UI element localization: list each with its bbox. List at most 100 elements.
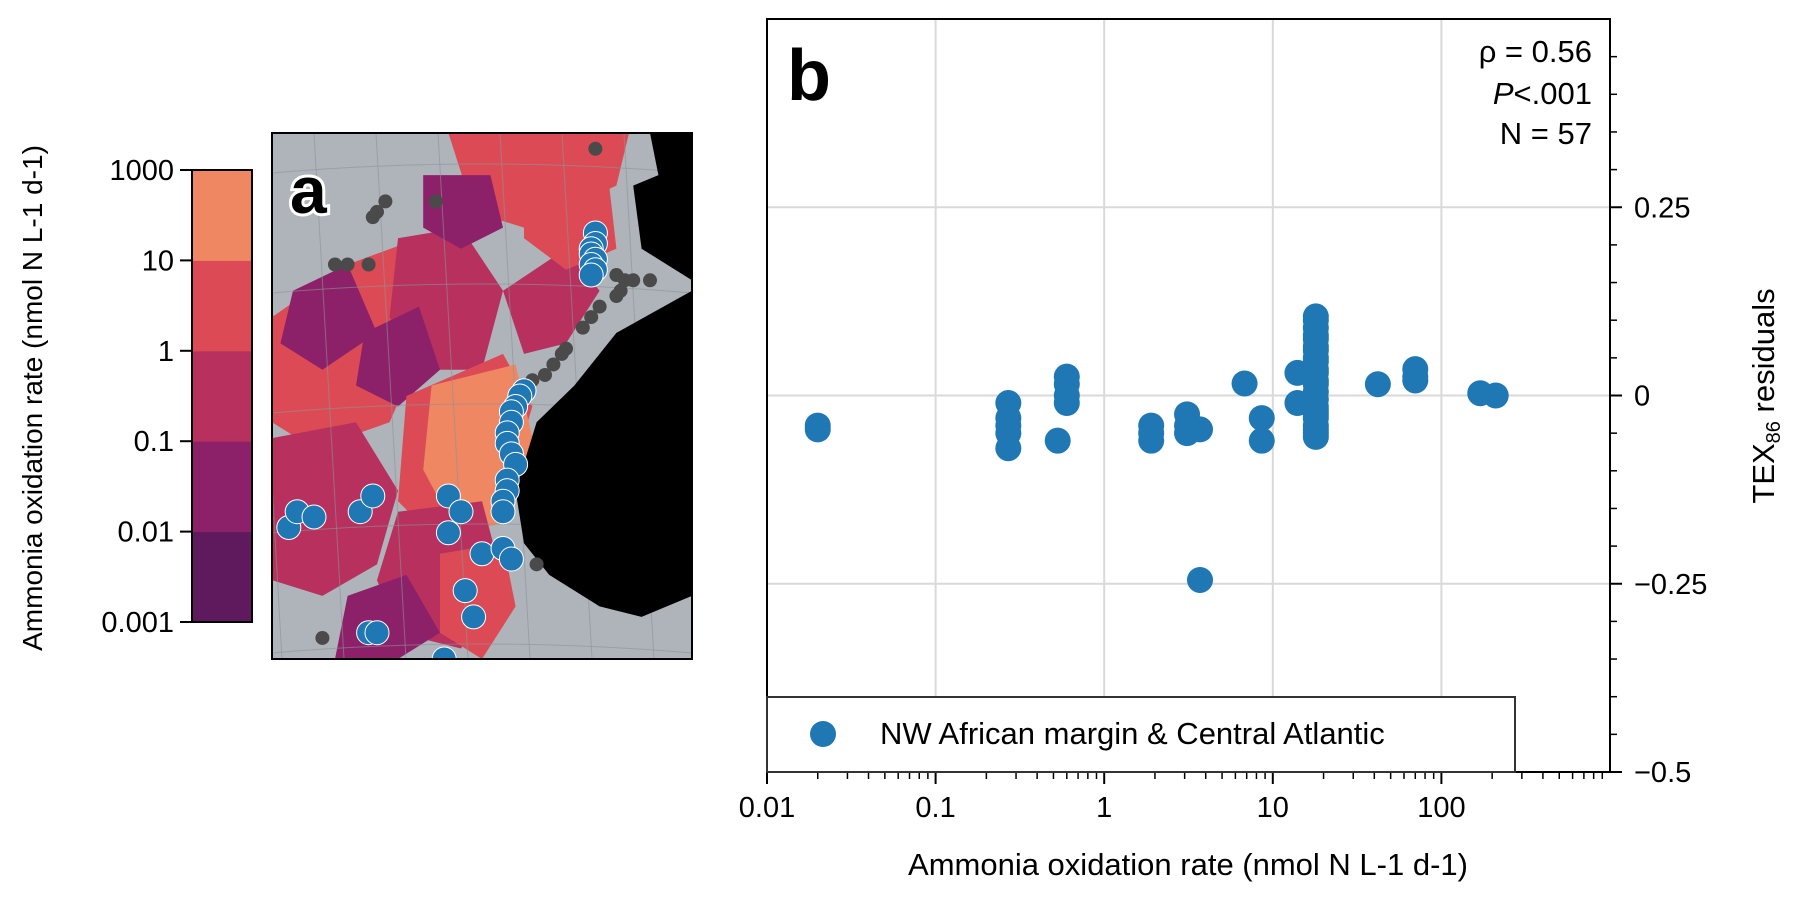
colorbar: 1000 10 1 0.1 0.01 0.001 bbox=[101, 155, 253, 639]
panel-b-label: b bbox=[787, 36, 831, 116]
stat-n: N = 57 bbox=[1500, 116, 1592, 151]
blue-station bbox=[448, 499, 474, 525]
gray-station bbox=[428, 194, 443, 209]
x-tick-label: 100 bbox=[1417, 792, 1465, 824]
blue-station bbox=[452, 578, 478, 604]
map-meridian bbox=[375, 133, 407, 659]
y-axis-label: TEX86 residuals bbox=[1746, 288, 1785, 503]
data-point bbox=[1186, 416, 1213, 443]
y-tick-label: 0.25 bbox=[1634, 192, 1690, 224]
blue-station bbox=[301, 504, 327, 530]
data-point bbox=[1302, 423, 1329, 450]
gray-station bbox=[643, 273, 657, 288]
colorbar-bin bbox=[192, 260, 252, 352]
gray-station bbox=[365, 210, 380, 225]
land-corner bbox=[633, 133, 692, 281]
x-tick-label: 0.1 bbox=[915, 792, 955, 824]
gray-station bbox=[626, 273, 641, 288]
map-meridian bbox=[313, 133, 345, 659]
blue-stations bbox=[276, 220, 608, 659]
map-parallel bbox=[272, 283, 692, 294]
data-point bbox=[1044, 427, 1071, 454]
x-axis: 0.01 0.1 1 10 100 bbox=[739, 772, 1604, 824]
colorbar-bin bbox=[192, 531, 252, 623]
colorbar-tick-label: 0.01 bbox=[118, 517, 174, 549]
legend-label: NW African margin & Central Atlantic bbox=[880, 716, 1385, 751]
y-tick-label: −0.25 bbox=[1634, 569, 1707, 601]
gray-station bbox=[546, 357, 561, 372]
gray-station bbox=[315, 630, 330, 645]
panel-a-label: a bbox=[290, 153, 328, 227]
map-parallel bbox=[272, 643, 692, 654]
colorbar-bin bbox=[192, 170, 252, 261]
x-tick-label: 0.01 bbox=[739, 792, 795, 824]
map-meridian bbox=[272, 474, 283, 659]
colorbar-frame bbox=[191, 169, 253, 623]
colorbar-tick-label: 0.001 bbox=[101, 607, 174, 639]
x-tick-label: 1 bbox=[1096, 792, 1112, 824]
blue-station bbox=[431, 646, 457, 659]
scatter-points bbox=[804, 303, 1509, 593]
panel-a: 1000 10 1 0.1 0.01 0.001 Ammonia oxidation ra… bbox=[17, 132, 693, 660]
stat-rho: ρ = 0.56 bbox=[1479, 34, 1592, 69]
gray-station bbox=[554, 346, 569, 361]
blue-station bbox=[490, 499, 516, 525]
legend: NW African margin & Central Atlantic bbox=[766, 696, 1516, 773]
legend-marker bbox=[810, 721, 836, 747]
data-point bbox=[995, 435, 1022, 462]
x-tick-label: 10 bbox=[1257, 792, 1289, 824]
data-point bbox=[1248, 405, 1275, 432]
stat-p: P<.001 bbox=[1493, 76, 1592, 111]
gray-station bbox=[584, 310, 599, 325]
gray-station bbox=[378, 194, 393, 209]
colorbar-tick-label: 1 bbox=[158, 336, 174, 368]
rate-cell bbox=[440, 543, 516, 659]
blue-station bbox=[364, 620, 390, 646]
data-point bbox=[1186, 566, 1213, 593]
colorbar-label: Ammonia oxidation rate (nmol N L-1 d-1) bbox=[17, 145, 48, 651]
gray-station bbox=[529, 557, 544, 572]
gray-station bbox=[538, 367, 552, 382]
colorbar-tick-label: 0.1 bbox=[134, 426, 174, 458]
data-point bbox=[1053, 390, 1080, 417]
stats-annotation: ρ = 0.56 P<.001 N = 57 bbox=[1479, 34, 1592, 151]
africa-land bbox=[515, 290, 692, 617]
y-axis: 0.25 0 −0.25 −0.5 bbox=[1610, 55, 1707, 789]
gray-station bbox=[588, 141, 603, 156]
colorbar-tick-label: 1000 bbox=[109, 155, 174, 187]
data-point bbox=[1402, 367, 1429, 394]
data-point bbox=[1364, 371, 1391, 398]
blue-station bbox=[461, 604, 487, 630]
colorbar-bin bbox=[192, 441, 252, 533]
map-frame bbox=[271, 132, 693, 660]
gray-station bbox=[361, 257, 376, 272]
data-point bbox=[1482, 382, 1509, 409]
gray-station bbox=[575, 320, 590, 335]
map-parallel bbox=[272, 163, 692, 174]
blue-station bbox=[435, 520, 461, 546]
gray-station bbox=[328, 257, 342, 272]
land-mask bbox=[515, 133, 692, 617]
gray-station bbox=[592, 299, 607, 314]
rate-cell bbox=[503, 248, 600, 354]
blue-station bbox=[578, 262, 604, 288]
legend-box bbox=[766, 696, 1516, 773]
blue-station bbox=[498, 546, 524, 572]
data-point bbox=[1138, 427, 1165, 454]
blue-station bbox=[469, 541, 495, 567]
colorbar-tick-label: 10 bbox=[142, 245, 174, 277]
rate-cell bbox=[356, 306, 440, 407]
data-point bbox=[1231, 370, 1258, 397]
x-axis-label: Ammonia oxidation rate (nmol N L-1 d-1) bbox=[908, 847, 1468, 882]
gray-station bbox=[609, 289, 624, 304]
map-meridian bbox=[437, 133, 469, 659]
y-tick-label: −0.5 bbox=[1634, 757, 1691, 789]
gray-station bbox=[340, 257, 355, 272]
data-point bbox=[1248, 427, 1275, 454]
panel-b: 0.01 0.1 1 10 100 0.25 0 −0.25 −0.5 Ammonia oxi… bbox=[739, 18, 1785, 882]
colorbar-bin bbox=[192, 350, 252, 442]
gray-stations bbox=[315, 141, 657, 645]
blue-station bbox=[360, 483, 386, 509]
y-tick-label: 0 bbox=[1634, 381, 1650, 413]
